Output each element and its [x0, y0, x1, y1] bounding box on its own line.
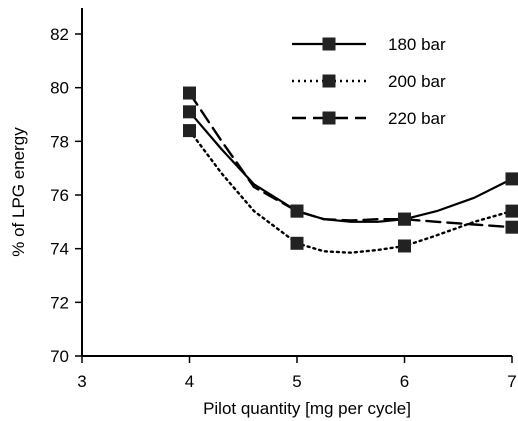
x-ticks: 3 4 5 6 7 — [77, 356, 517, 391]
x-tick-label: 5 — [292, 372, 301, 391]
data-point-marker — [183, 86, 196, 100]
data-point-marker — [290, 204, 304, 218]
data-point-marker — [505, 172, 518, 186]
series-line — [188, 110, 514, 223]
legend-label: 220 bar — [388, 109, 446, 128]
x-tick-label: 7 — [507, 372, 516, 391]
series-line — [188, 91, 514, 229]
y-tick-label: 76 — [50, 186, 69, 205]
y-tick-label: 74 — [50, 240, 69, 259]
data-point-marker — [505, 220, 518, 234]
legend-label: 200 bar — [388, 72, 446, 91]
y-tick-label: 78 — [50, 132, 69, 151]
series-200-bar — [183, 124, 518, 254]
legend-marker — [322, 111, 336, 125]
series-layer — [183, 86, 518, 254]
data-point-marker — [290, 236, 304, 250]
x-tick-label: 6 — [400, 372, 409, 391]
series-180-bar — [183, 105, 518, 226]
series-220-bar — [183, 86, 518, 234]
y-axis-label: % of LPG energy — [9, 127, 28, 257]
data-point-marker — [505, 204, 518, 218]
legend-item: 180 bar — [292, 35, 446, 54]
y-tick-label: 70 — [50, 347, 69, 366]
data-point-marker — [398, 212, 411, 226]
legend-item: 220 bar — [292, 109, 446, 128]
x-tick-label: 4 — [185, 372, 194, 391]
series-line — [188, 129, 514, 254]
x-tick-label: 3 — [77, 372, 86, 391]
data-point-marker — [183, 105, 196, 119]
data-point-marker — [398, 239, 411, 253]
legend: 180 bar 200 bar 220 bar — [292, 35, 446, 128]
axes — [81, 8, 512, 357]
y-tick-label: 72 — [50, 293, 69, 312]
y-tick-label: 80 — [50, 79, 69, 98]
data-point-marker — [183, 124, 196, 138]
y-tick-label: 82 — [50, 25, 69, 44]
y-ticks: 70 72 74 76 78 80 82 — [50, 25, 82, 366]
legend-marker — [322, 37, 336, 51]
legend-marker — [322, 74, 336, 88]
legend-label: 180 bar — [388, 35, 446, 54]
x-axis-label: Pilot quantity [mg per cycle] — [203, 399, 411, 418]
legend-item: 200 bar — [292, 72, 446, 91]
